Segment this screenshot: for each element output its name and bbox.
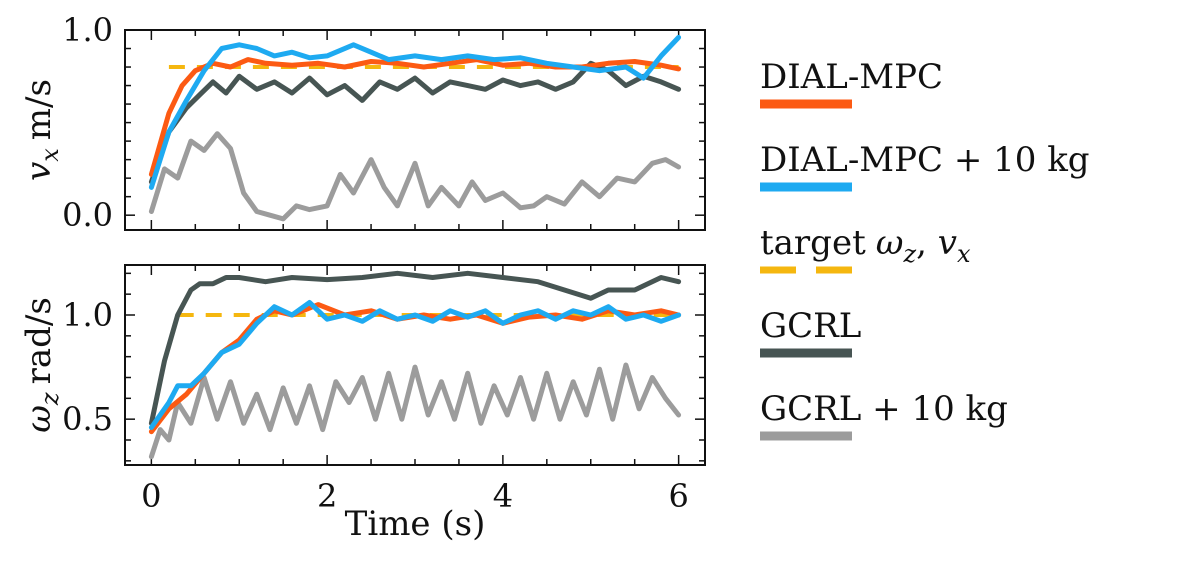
y-tick-label: 0.5 xyxy=(62,400,113,438)
y-axis-variable: ω xyxy=(19,405,59,433)
y-axis-unit: m/s xyxy=(19,79,59,140)
y-axis-title: ωz rad/s xyxy=(19,297,64,433)
x-tick-label: 4 xyxy=(493,477,513,515)
legend-label-gcrl: GCRL xyxy=(760,306,861,346)
y-tick-label: 1.0 xyxy=(62,296,113,334)
x-tick-label: 2 xyxy=(317,477,337,515)
legend: DIAL-MPC DIAL-MPC + 10 kg target ωz, vx GCRL… xyxy=(760,57,1090,441)
legend-label-gcrl10: GCRL + 10 kg xyxy=(760,389,1008,429)
legend-label-target: target ωz, vx xyxy=(760,223,971,268)
bottom-yaw-rate-panel: 0.5 1.0 0 2 4 6 Time (s) ωz rad/s xyxy=(19,264,706,544)
top-velocity-panel: 0.0 1.0 vx m/s xyxy=(19,11,706,234)
series-line-gcrl10 xyxy=(148,131,682,222)
series-line-dialmpc10 xyxy=(148,34,682,190)
series-line-dialmpc10 xyxy=(148,300,682,430)
y-axis-title: vx m/s xyxy=(19,79,64,181)
x-tick-label: 0 xyxy=(141,477,161,515)
legend-label-dialmpc10: DIAL-MPC + 10 kg xyxy=(760,140,1090,180)
x-tick-label: 6 xyxy=(668,477,688,515)
y-axis-unit: rad/s xyxy=(19,297,59,384)
y-axis-subscript: x xyxy=(36,148,64,162)
y-axis-subscript: z xyxy=(36,392,64,406)
series-line-gcrl xyxy=(148,270,682,426)
y-tick-label: 1.0 xyxy=(62,11,113,49)
series-line-gcrl10 xyxy=(148,362,682,460)
legend-label-dialmpc: DIAL-MPC xyxy=(760,57,943,97)
y-axis-variable: v xyxy=(19,162,59,181)
y-tick-label: 0.0 xyxy=(62,196,113,234)
x-axis-title: Time (s) xyxy=(345,504,486,544)
